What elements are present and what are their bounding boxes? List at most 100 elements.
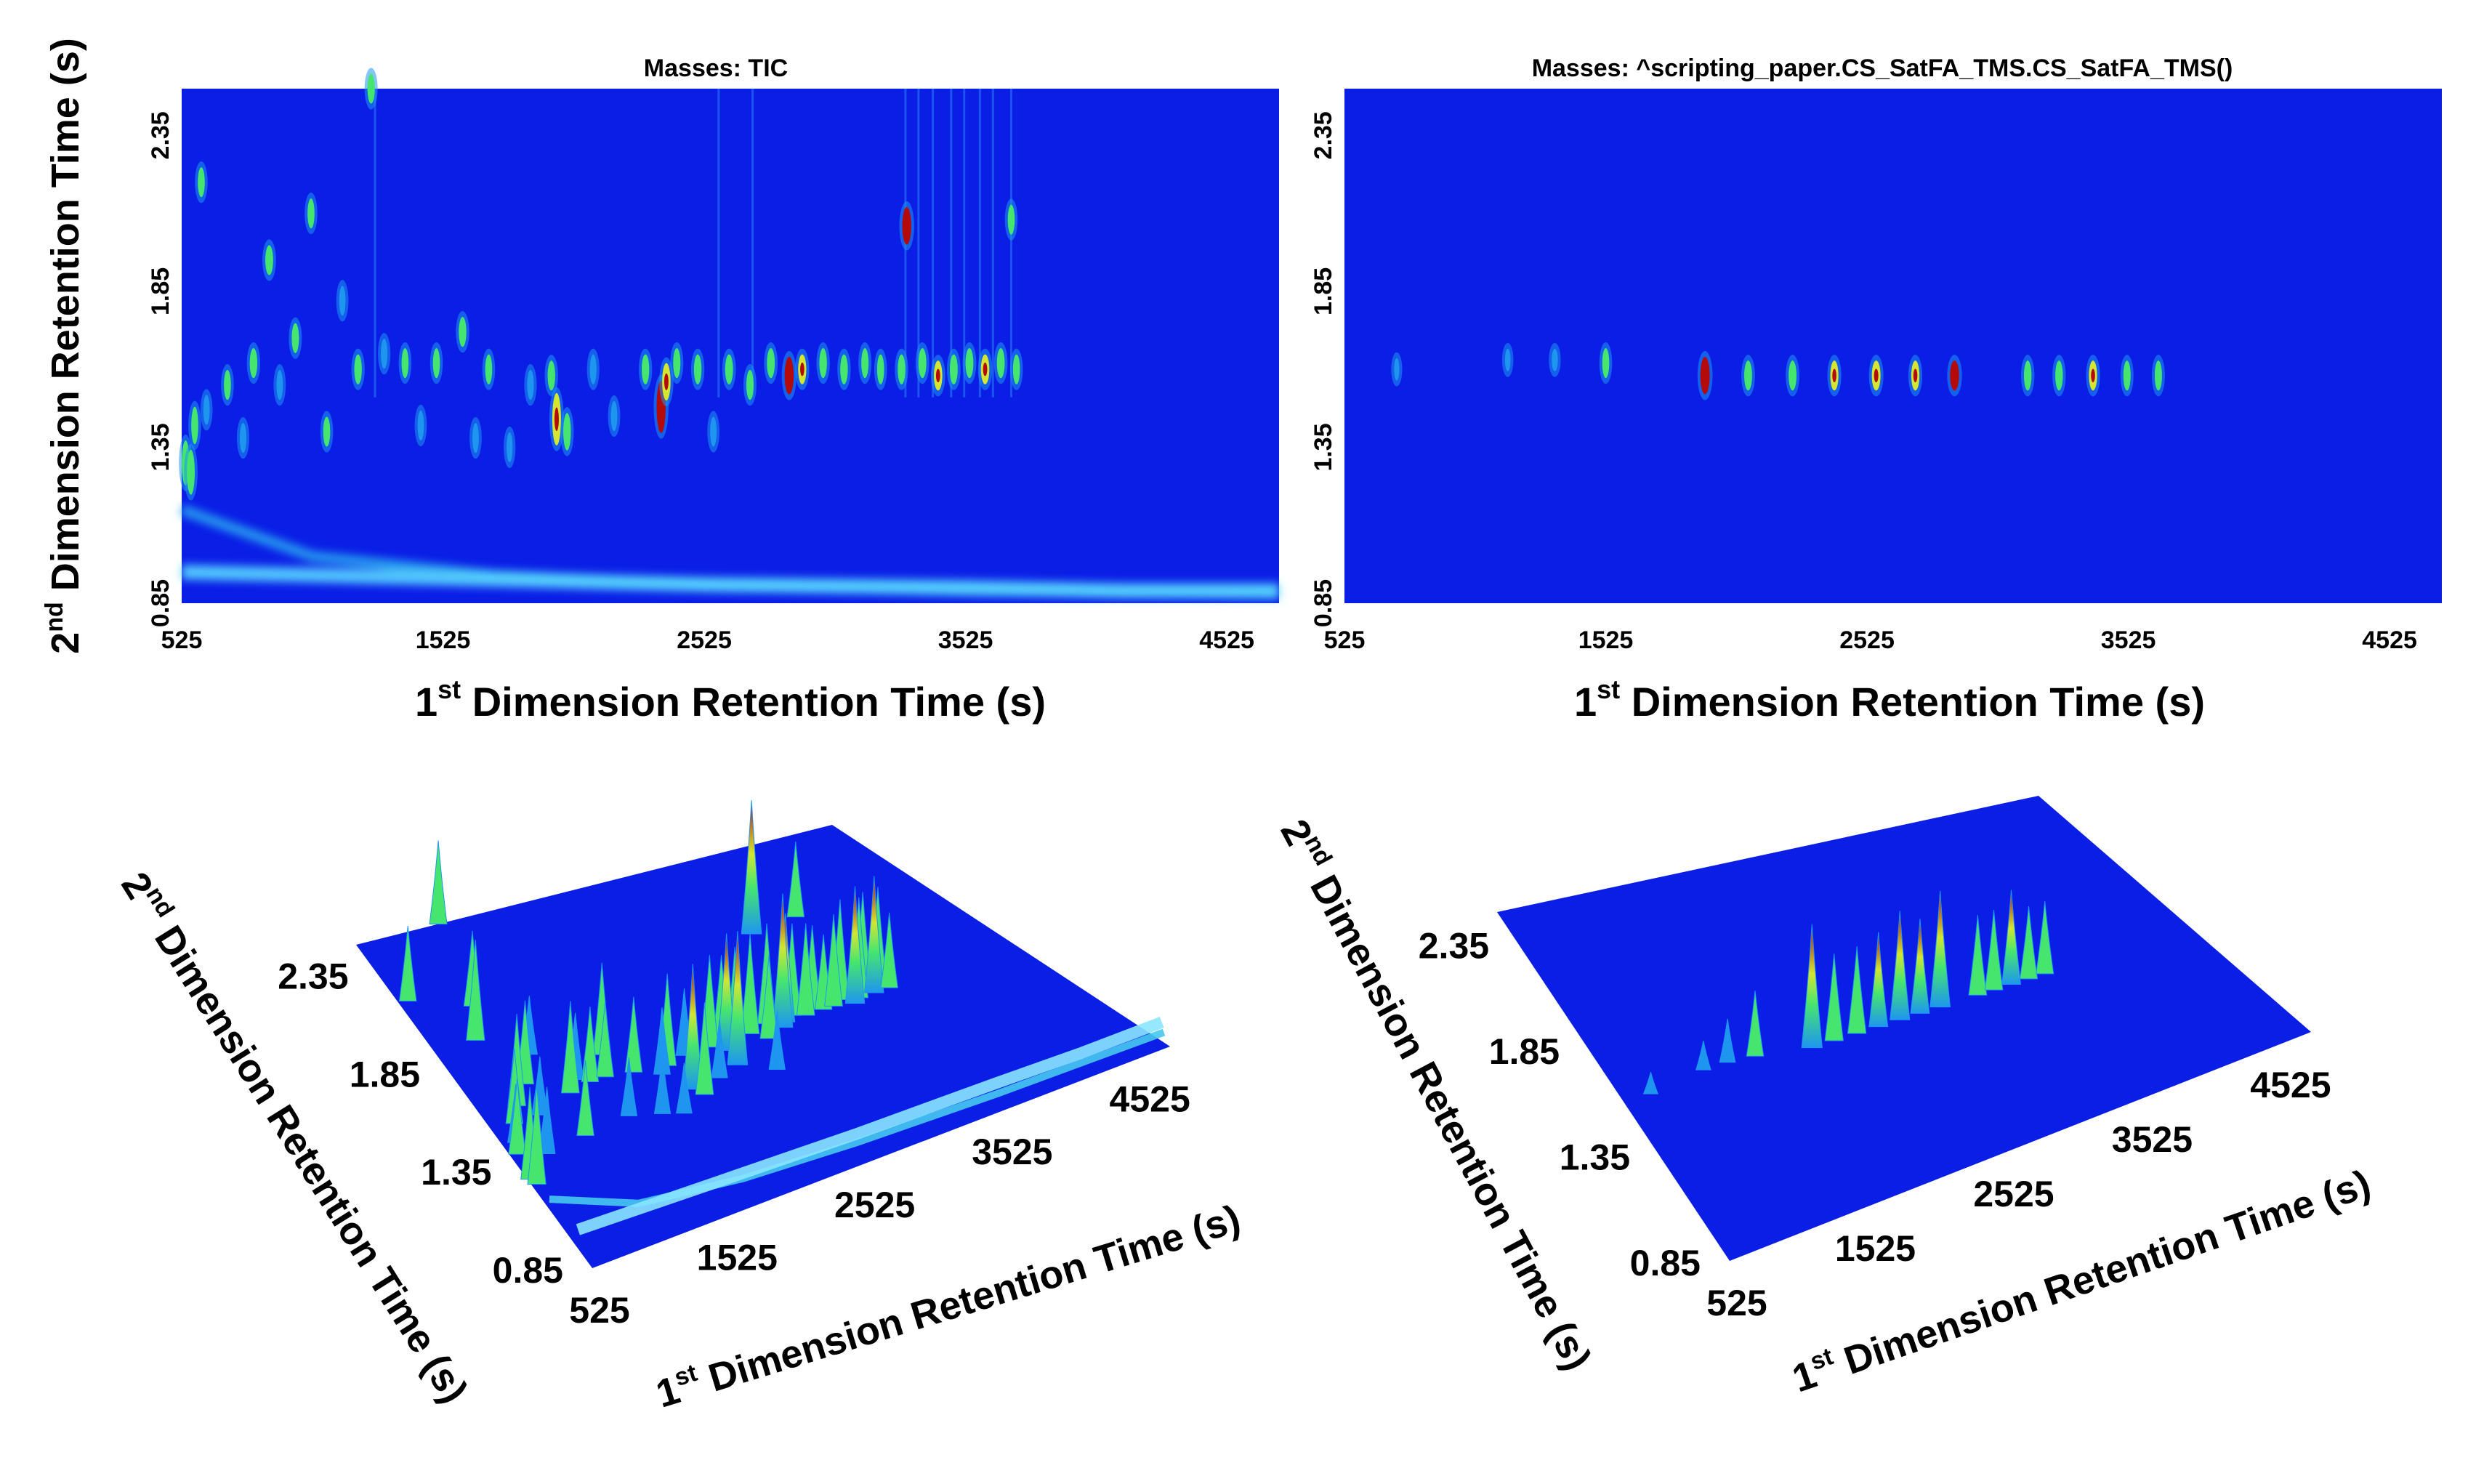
peak-core [983, 362, 988, 376]
tic-2d-x-axis-label: 1st Dimension Retention Time (s) [415, 674, 1046, 725]
tic-2d-panel: Masses: TIC 525 1525 2525 3525 4525 0.85 1.35… [41, 38, 1280, 725]
peak-spike [1910, 919, 1930, 1014]
peak-spike [1746, 991, 1765, 1057]
tic-3d-panel: 525 1525 2525 3525 4525 0.85 1.35 1.85 2.35 1st… [113, 799, 1246, 1416]
peak-spot [1744, 360, 1752, 391]
peak-spike [1695, 1041, 1711, 1070]
peak-spike [768, 1010, 786, 1070]
peak-spot [1552, 348, 1558, 371]
peak-spike [759, 954, 778, 1039]
vertical-streak [950, 89, 953, 398]
peak-spike [1847, 945, 1867, 1034]
p4-ytick-label: 2.35 [1419, 926, 1489, 967]
peak-spot [307, 198, 315, 229]
tic-2d-baseline-bands [180, 504, 1280, 600]
satfa-2d-y-tick-labels: 0.85 1.35 1.85 2.35 [1310, 111, 1337, 627]
satfa-3d-y-tick-labels: 0.85 1.35 1.85 2.35 [1419, 926, 1701, 1283]
p2-xtick-label: 2525 [1839, 626, 1895, 654]
satfa-2d-title: Masses: ^scripting_paper.CS_SatFA_TMS.CS… [1532, 55, 2233, 82]
peak-spot [191, 406, 198, 445]
tic-2d-x-tick-labels: 525 1525 2525 3525 4525 [161, 626, 1254, 654]
peak-spike [741, 799, 762, 935]
peak-spike [429, 840, 448, 925]
p3-ytick-label: 1.35 [421, 1152, 491, 1193]
peak-spot [898, 354, 906, 384]
peak-spike [786, 842, 805, 918]
peak-spot [1394, 358, 1400, 381]
peak-spot [965, 348, 974, 379]
p3-xtick-label: 3525 [972, 1132, 1052, 1172]
vertical-streak [978, 89, 981, 398]
peak-spike [1824, 953, 1844, 1041]
tic-3d-floor [356, 825, 1170, 1268]
peak-spot [527, 370, 534, 400]
p2-xtick-label: 3525 [2101, 626, 2156, 654]
peak-spot [432, 348, 440, 379]
peak-spike [711, 1019, 728, 1078]
satfa-3d-x-tick-labels: 525 1525 2525 3525 4525 [1706, 1065, 2331, 1323]
vertical-streak [991, 89, 994, 398]
peak-spot [1602, 348, 1610, 379]
peak-spike [1719, 1018, 1736, 1063]
p1-xtick-label: 3525 [938, 626, 993, 654]
peak-spot [746, 370, 754, 400]
p2-xtick-label: 1525 [1578, 626, 1634, 654]
peak-spike [560, 1001, 580, 1094]
peak-spot [472, 422, 479, 453]
p4-xtick-label: 525 [1706, 1283, 1767, 1323]
p4-ytick-label: 0.85 [1630, 1243, 1701, 1283]
peak-core [1832, 368, 1836, 383]
tic-2d-y-axis-label: 2nd Dimension Retention Time (s) [41, 38, 87, 654]
peak-spot [641, 354, 650, 384]
peak-spot [198, 167, 205, 198]
peak-spot [876, 354, 884, 384]
peak-spike [695, 1002, 714, 1095]
peak-spike [596, 1001, 614, 1078]
peak-spike [1984, 910, 2004, 991]
p1-xtick-label: 525 [161, 626, 203, 654]
peak-spike [398, 925, 417, 1002]
peak-spot [2023, 360, 2032, 391]
peak-spot [610, 400, 618, 432]
tic-3d-x-axis-label: 1st Dimension Retention Time (s) [650, 1194, 1246, 1416]
peak-spike [1929, 890, 1951, 1008]
peak-spot [1789, 360, 1796, 391]
peak-spike [2036, 900, 2054, 975]
p3-ytick-label: 0.85 [493, 1250, 563, 1291]
tic-3d-y-tick-labels: 0.85 1.35 1.85 2.35 [278, 956, 563, 1291]
baseline-ridge [576, 1017, 1164, 1235]
peak-spot [1504, 348, 1511, 371]
vertical-streak [374, 89, 376, 398]
peak-spike [796, 923, 815, 1016]
vertical-streak [717, 89, 720, 398]
peak-spike [620, 1057, 638, 1116]
peak-spot [2055, 360, 2063, 391]
peak-spot [367, 73, 375, 104]
tic-2d-plot-area [182, 89, 1279, 603]
satfa-3d-y-axis-label: 2nd Dimension Retention Time (s) [1272, 811, 1602, 1377]
p2-ytick-label: 0.85 [1310, 579, 1337, 627]
peak-spike [538, 1086, 556, 1155]
p4-xtick-label: 1525 [1835, 1228, 1916, 1269]
p1-ytick-label: 1.85 [147, 267, 174, 315]
peak-spot [507, 432, 513, 463]
peak-spot [725, 354, 733, 384]
peak-spot [381, 339, 388, 369]
p2-ytick-label: 2.35 [1310, 111, 1337, 159]
peak-spike [624, 996, 643, 1073]
p1-xtick-label: 2525 [677, 626, 732, 654]
p3-ytick-label: 1.85 [350, 1054, 420, 1094]
peak-spot [276, 370, 283, 400]
peak-core [1874, 368, 1879, 383]
peak-spot [918, 348, 927, 379]
p4-xtick-label: 2525 [1973, 1174, 2054, 1214]
p3-xtick-label: 2525 [834, 1185, 915, 1225]
peak-spot [291, 323, 299, 353]
peak-spot [323, 416, 331, 447]
peak-core [935, 368, 940, 383]
peak-spot [1007, 204, 1015, 235]
peak-spike [466, 940, 485, 1041]
tic-2d-peaks [179, 68, 1023, 501]
satfa-2d-panel: Masses: ^scripting_paper.CS_SatFA_TMS.CS… [1310, 55, 2442, 725]
